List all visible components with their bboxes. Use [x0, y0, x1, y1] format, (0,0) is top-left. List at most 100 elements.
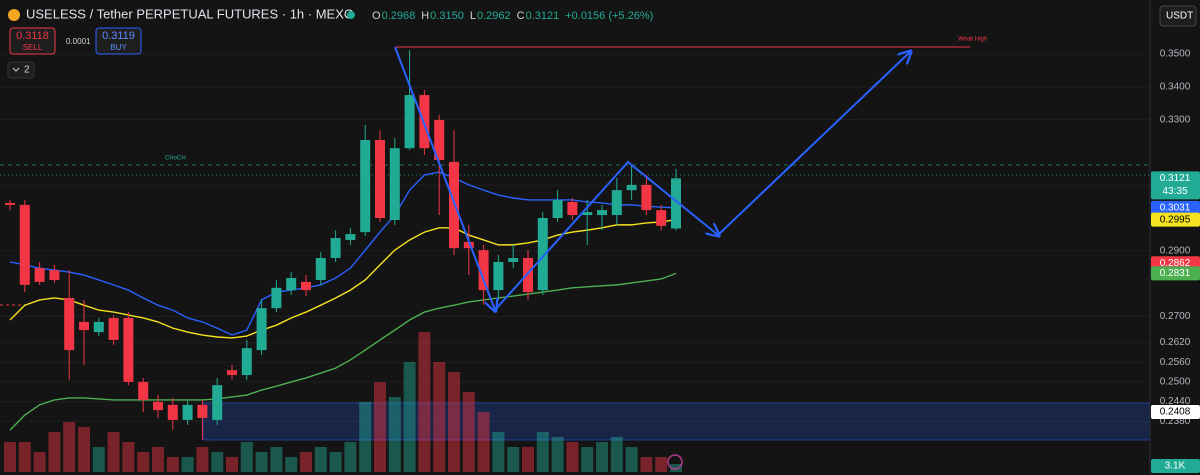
candle-body: [286, 277, 297, 291]
candle-body: [301, 281, 311, 291]
volume-bar: [344, 442, 357, 472]
volume-bar: [581, 447, 594, 472]
ohlc-value: 0.3121: [526, 10, 560, 22]
volume-bar: [403, 362, 416, 472]
drawing-arrows: [394, 46, 910, 311]
volume-bar: [433, 362, 446, 472]
volume-pane: [4, 332, 682, 472]
volume-bar: [388, 397, 401, 472]
volume-bar: [418, 332, 431, 472]
volume-bar: [359, 402, 372, 472]
volume-bar: [92, 447, 105, 472]
candle-body: [138, 381, 149, 400]
price-badge: [1151, 171, 1200, 200]
volume-bar: [48, 432, 61, 472]
volume-bar: [166, 457, 179, 472]
candle-body: [552, 199, 563, 218]
volume-bar: [152, 447, 164, 472]
volume-bar: [181, 457, 194, 472]
volume-bar: [610, 437, 623, 472]
weak-high-label: Weak High: [958, 37, 987, 43]
candle-body: [389, 148, 400, 220]
candle-body: [434, 119, 445, 160]
volume-bar: [522, 447, 534, 472]
candle-body: [345, 234, 356, 240]
volume-bar: [255, 452, 268, 472]
indicator-toggle[interactable]: [7, 61, 35, 79]
candles: [5, 50, 681, 440]
volume-bar: [536, 432, 549, 472]
price-badge: [1151, 200, 1200, 215]
price-badge-label: 0.2831: [1160, 268, 1191, 279]
candle-body: [79, 321, 89, 331]
candle-body: [212, 385, 223, 420]
chevron: [12, 67, 20, 72]
status-dot: [347, 11, 355, 19]
symbol-logo: [8, 9, 20, 21]
choch-label: CHoCH: [165, 156, 186, 162]
volume-bar: [462, 392, 475, 472]
y-tick-label: 0.3300: [1160, 114, 1191, 125]
arrow: [717, 52, 910, 236]
volume-bar: [122, 442, 135, 472]
volume-bar: [18, 442, 31, 472]
price-axis-labels: 0.35000.34000.33000.31000.29000.27000.26…: [1151, 49, 1200, 473]
candle-body: [671, 178, 681, 229]
volume-badge-label: 3.1K: [1165, 461, 1186, 472]
volume-bar: [625, 447, 638, 472]
candle-body: [360, 139, 371, 233]
volume-bar: [137, 452, 150, 472]
candle-body: [330, 237, 341, 258]
candle-body: [108, 317, 119, 340]
moving-average-line: [9, 171, 677, 336]
price-badge-label: 0.2408: [1160, 407, 1191, 418]
volume-bar: [270, 447, 283, 472]
volume-bar: [640, 457, 653, 472]
candle-body: [5, 202, 15, 205]
volume-bar: [670, 464, 682, 472]
candle-body: [449, 161, 459, 249]
y-tick-label: 0.3400: [1160, 82, 1191, 93]
candle-body: [271, 287, 282, 309]
buy-button[interactable]: [95, 27, 142, 55]
sell-button[interactable]: [9, 27, 56, 55]
candle-body: [404, 95, 415, 149]
countdown: 43:35: [1162, 186, 1187, 197]
arrow: [394, 46, 495, 310]
candle-body: [567, 201, 578, 216]
candle-body: [19, 204, 30, 285]
volume-bar: [551, 437, 564, 472]
candle-body: [375, 139, 385, 218]
candle-body: [493, 261, 504, 291]
candle-body: [641, 184, 652, 211]
volume-bar: [63, 422, 76, 472]
ohlc-value: 0.2962: [477, 10, 511, 22]
price-badge: [1151, 405, 1200, 420]
volume-bar: [33, 452, 46, 472]
candle-body: [463, 241, 474, 249]
candle-body: [256, 308, 267, 351]
candle-body: [167, 404, 178, 420]
alert-icon[interactable]: [667, 454, 683, 470]
volume-bar: [285, 457, 298, 472]
volume-bar: [329, 452, 342, 472]
volume-bar: [507, 447, 520, 472]
volume-bar: [196, 447, 209, 472]
y-tick-label: 0.2500: [1160, 377, 1191, 388]
arrow: [494, 160, 718, 311]
volume-bar: [477, 412, 490, 472]
candle-body: [49, 270, 60, 280]
ohlc-value: 0.2968: [382, 10, 416, 22]
currency-button[interactable]: [1159, 5, 1197, 27]
ohlc-header: O 0.2968 H 0.3150 L 0.2962 C 0.3121 +0.0156 (+5.…: [372, 10, 653, 22]
currency: USDT: [1166, 11, 1193, 22]
volume-bar: [448, 372, 460, 472]
y-tick-label: 0.2380: [1160, 416, 1191, 427]
ohlc-letter: L: [470, 10, 476, 22]
price-badge-label: 0.3031: [1160, 202, 1191, 213]
candle-body: [582, 212, 593, 216]
sell-label: SELL: [23, 43, 43, 52]
spread: 0.0001: [66, 37, 91, 46]
